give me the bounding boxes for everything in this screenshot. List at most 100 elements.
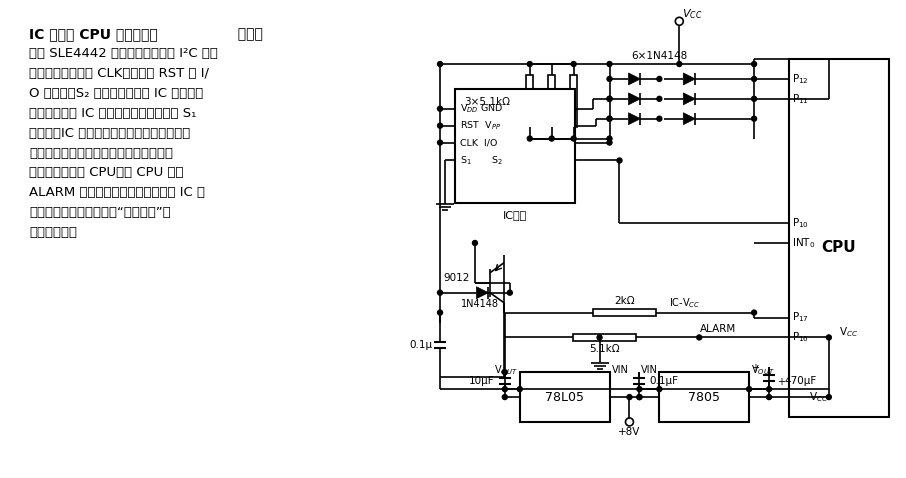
Circle shape [752, 62, 757, 66]
Circle shape [438, 106, 442, 111]
Bar [520, 372, 610, 422]
Text: VIN: VIN [612, 365, 629, 375]
Text: 的供电。此电路可适用于“三金工程”中: 的供电。此电路可适用于“三金工程”中 [29, 206, 171, 219]
Text: RST  V$_{PP}$: RST V$_{PP}$ [460, 120, 501, 132]
Text: INT$_0$: INT$_0$ [792, 236, 815, 250]
Text: P$_{16}$: P$_{16}$ [792, 330, 809, 344]
Circle shape [438, 123, 442, 128]
Polygon shape [629, 73, 641, 85]
Circle shape [438, 290, 442, 295]
Circle shape [607, 116, 612, 121]
Bar [548, 75, 555, 128]
Circle shape [625, 418, 633, 426]
Polygon shape [629, 113, 641, 125]
Text: +: + [777, 377, 785, 387]
Bar [660, 372, 749, 422]
Circle shape [438, 310, 442, 315]
Text: +: + [751, 363, 759, 373]
Text: 形式。由串行时钟 CLK、复位线 RST 和 I/: 形式。由串行时钟 CLK、复位线 RST 和 I/ [29, 67, 209, 80]
Polygon shape [477, 287, 488, 299]
Circle shape [607, 97, 612, 101]
Polygon shape [629, 93, 641, 105]
Text: ALARM: ALARM [699, 325, 737, 335]
Bar [593, 309, 656, 316]
Text: 6×1N4148: 6×1N4148 [631, 51, 688, 61]
Text: 的各个方面。: 的各个方面。 [29, 226, 77, 239]
Text: +8V: +8V [618, 427, 641, 437]
Text: 短接）。IC 卡的总线接口上的钓位二极管对: 短接）。IC 卡的总线接口上的钓位二极管对 [29, 127, 190, 140]
Text: 78L05: 78L05 [545, 391, 584, 403]
Text: 瞬态过压起保护作用。供电采用独立电源: 瞬态过压起保护作用。供电采用独立电源 [29, 147, 173, 160]
Text: 0.1μ: 0.1μ [409, 340, 432, 350]
Bar [526, 75, 534, 128]
Text: 方式，并受控于 CPU。当 CPU 测到: 方式，并受控于 CPU。当 CPU 测到 [29, 166, 184, 179]
Text: CPU: CPU [822, 240, 856, 255]
Circle shape [438, 140, 442, 145]
Text: V$_{OUT}$: V$_{OUT}$ [494, 363, 518, 377]
Circle shape [502, 370, 507, 375]
Text: V$_{OUT}$: V$_{OUT}$ [751, 363, 775, 377]
Text: CLK  I/O: CLK I/O [460, 138, 497, 147]
Circle shape [607, 97, 612, 101]
Circle shape [657, 116, 662, 121]
Text: IC-V$_{CC}$: IC-V$_{CC}$ [669, 296, 700, 310]
Circle shape [472, 240, 477, 246]
Circle shape [697, 335, 702, 340]
Text: O 线操作。S₂ 是卡测试线，无 IC 卡插入时: O 线操作。S₂ 是卡测试线，无 IC 卡插入时 [29, 87, 204, 100]
Text: 密卡 SLE4442 与接口的连接采用 I²C 总线: 密卡 SLE4442 与接口的连接采用 I²C 总线 [29, 47, 218, 60]
Circle shape [607, 140, 612, 145]
Bar [455, 89, 574, 203]
Circle shape [571, 62, 576, 66]
Text: VIN: VIN [641, 365, 658, 375]
Circle shape [826, 335, 832, 340]
Text: 5.1kΩ: 5.1kΩ [589, 344, 620, 354]
Text: 0.1μF: 0.1μF [650, 376, 679, 386]
Circle shape [752, 310, 757, 315]
Circle shape [747, 387, 752, 391]
Circle shape [766, 387, 772, 391]
Text: V$_{CC}$: V$_{CC}$ [809, 390, 828, 404]
Bar [573, 334, 636, 341]
Circle shape [607, 136, 612, 141]
Circle shape [637, 395, 642, 400]
Text: 1N4148: 1N4148 [461, 299, 499, 309]
Text: P$_{17}$: P$_{17}$ [792, 311, 809, 325]
Text: $V_{CC}$: $V_{CC}$ [682, 8, 703, 21]
Circle shape [752, 97, 757, 101]
Text: V$_{DD}$ GND: V$_{DD}$ GND [460, 102, 503, 115]
Circle shape [617, 158, 622, 163]
Circle shape [502, 395, 507, 400]
Circle shape [637, 387, 642, 391]
Polygon shape [683, 73, 695, 85]
Circle shape [766, 395, 772, 400]
Circle shape [507, 290, 512, 295]
Polygon shape [683, 113, 695, 125]
Text: 7805: 7805 [689, 391, 720, 403]
Circle shape [597, 335, 602, 340]
Text: 2kΩ: 2kΩ [614, 295, 635, 305]
Text: 逻辑加: 逻辑加 [228, 27, 263, 41]
Circle shape [527, 62, 532, 66]
Text: V$_{CC}$: V$_{CC}$ [839, 326, 858, 339]
Circle shape [657, 387, 662, 391]
Text: IC卡座: IC卡座 [503, 210, 527, 220]
Bar [789, 59, 889, 417]
Text: 470μF: 470μF [784, 376, 816, 386]
Text: ALARM 接口为低电平时，则切断对 IC 卡: ALARM 接口为低电平时，则切断对 IC 卡 [29, 186, 206, 199]
Polygon shape [683, 93, 695, 105]
Circle shape [607, 62, 612, 66]
Circle shape [752, 76, 757, 81]
Circle shape [571, 136, 576, 141]
Text: 为高电平，当 IC 卡插入时为低电平（与 S₁: 为高电平，当 IC 卡插入时为低电平（与 S₁ [29, 107, 197, 120]
Bar [570, 75, 577, 128]
Text: 10μF: 10μF [469, 376, 495, 386]
Circle shape [752, 116, 757, 121]
Circle shape [438, 62, 442, 66]
Text: 3×5.1kΩ: 3×5.1kΩ [464, 97, 510, 107]
Circle shape [527, 136, 532, 141]
Circle shape [826, 395, 832, 400]
Circle shape [627, 395, 632, 400]
Text: P$_{11}$: P$_{11}$ [792, 92, 809, 106]
Circle shape [607, 116, 612, 121]
Circle shape [549, 136, 554, 141]
